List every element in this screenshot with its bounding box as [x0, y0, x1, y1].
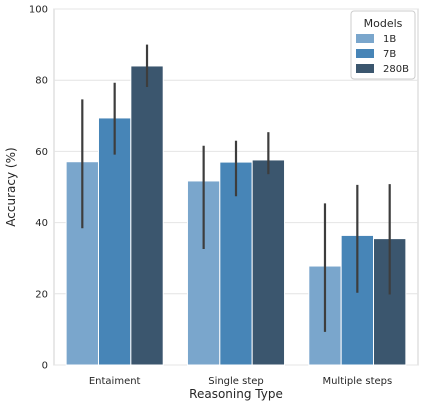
- x-tick-labels: Entaiment Single step Multiple steps: [89, 376, 392, 387]
- legend-entry: 7B: [383, 49, 396, 60]
- y-tick-label: 20: [35, 289, 48, 300]
- y-tick-label: 60: [35, 147, 48, 158]
- legend-swatch: [356, 49, 374, 58]
- y-tick-labels: 0 20 40 60 80 100: [29, 5, 48, 372]
- bar-280b: [130, 65, 164, 366]
- legend-entry: 280B: [383, 64, 409, 75]
- x-tick-label: Entaiment: [89, 376, 141, 387]
- bar-280b: [251, 159, 286, 366]
- legend-swatch: [356, 64, 374, 73]
- error-bars: [81, 44, 391, 332]
- y-tick-label: 40: [35, 218, 48, 229]
- x-tick-label: Single step: [208, 376, 264, 387]
- legend: Models 1B 7B 280B: [350, 10, 416, 80]
- legend-entry: 1B: [383, 34, 396, 45]
- y-axis-label: Accuracy (%): [4, 147, 18, 226]
- x-tick-label: Multiple steps: [322, 376, 392, 387]
- legend-box: [350, 10, 416, 80]
- y-tick-label: 80: [35, 76, 48, 87]
- y-tick-label: 0: [42, 361, 48, 372]
- legend-swatch: [356, 34, 374, 43]
- bar-7b: [97, 117, 132, 366]
- y-tick-label: 100: [29, 5, 48, 16]
- legend-title: Models: [364, 17, 403, 30]
- x-axis-label: Reasoning Type: [189, 387, 283, 401]
